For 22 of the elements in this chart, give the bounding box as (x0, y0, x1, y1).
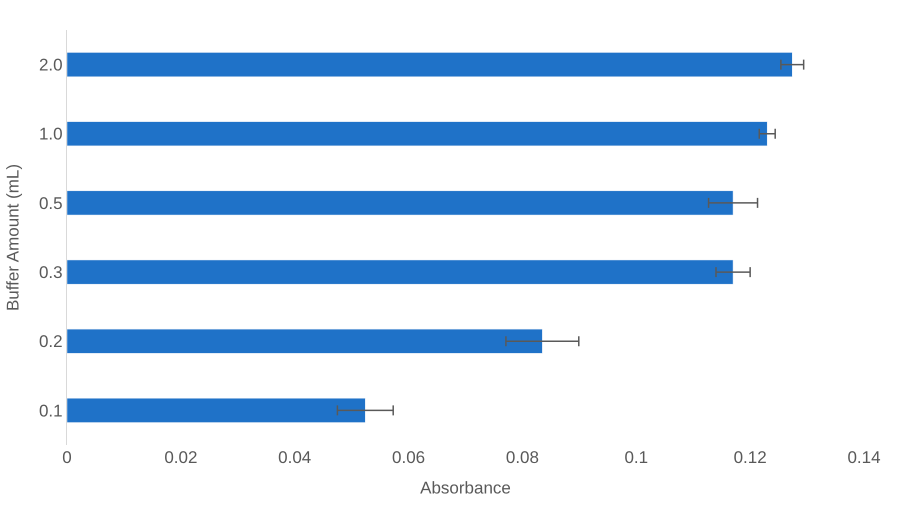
x-tick-label: 0.08 (506, 448, 539, 467)
bar (67, 328, 543, 354)
x-tick-label: 0.12 (734, 448, 767, 467)
x-tick-label: 0.02 (164, 448, 198, 467)
x-tick-label: 0.14 (847, 448, 881, 467)
x-tick-label: 0.06 (392, 448, 426, 467)
x-tick-label: 0.1 (624, 448, 648, 467)
bar (67, 398, 366, 423)
bar (67, 190, 734, 216)
y-tick-label: 2.0 (38, 56, 63, 75)
bar (67, 260, 734, 284)
x-axis-title: Absorbance (420, 478, 511, 498)
y-tick-label: 1.0 (38, 124, 63, 144)
y-tick-label: 0.3 (38, 263, 63, 282)
y-tick-label: 0.1 (38, 401, 63, 420)
y-axis-title: Buffer Amount (mL) (4, 164, 23, 312)
y-tick-label: 0.5 (38, 194, 63, 213)
x-tick-label: 0.04 (278, 448, 312, 467)
bar (67, 52, 793, 77)
y-tick-label: 0.2 (38, 332, 63, 352)
bar (67, 121, 768, 146)
x-tick-label: 0 (62, 448, 72, 467)
